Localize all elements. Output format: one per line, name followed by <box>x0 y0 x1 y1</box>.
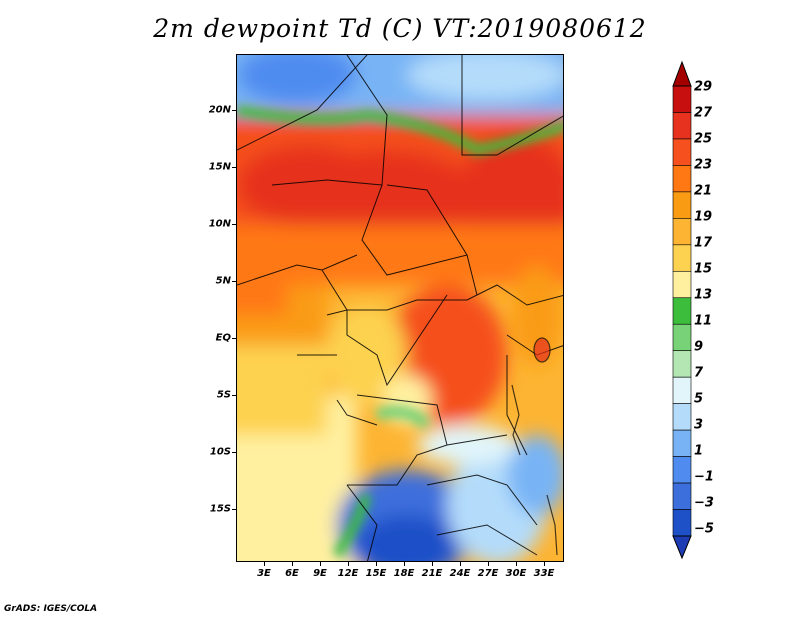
lon-label: 33E <box>533 568 555 579</box>
colorbar-label: 29 <box>694 79 713 95</box>
colorbar-label: −1 <box>694 469 714 485</box>
colorbar-label: 19 <box>694 209 713 225</box>
lat-label: 15N <box>208 161 231 173</box>
lon-tick <box>376 562 377 566</box>
lat-tick <box>232 224 236 225</box>
colorbar-swatch <box>672 482 692 510</box>
colorbar-label: 11 <box>694 313 713 329</box>
dewpoint-field-map <box>237 55 563 561</box>
colorbar-label: 7 <box>694 365 704 381</box>
colorbar-swatch <box>672 165 692 193</box>
colorbar-label: 17 <box>694 235 713 251</box>
lon-tick <box>432 562 433 566</box>
lon-label: 9E <box>313 568 327 579</box>
lat-label: 15S <box>209 503 231 515</box>
colorbar-swatch <box>672 403 692 431</box>
colorbar-swatch <box>672 456 692 484</box>
colorbar-swatch <box>672 138 692 166</box>
colorbar-swatch <box>672 376 692 404</box>
colorbar-label: −3 <box>694 495 714 511</box>
colorbar-swatch <box>672 112 692 140</box>
lat-tick <box>232 452 236 453</box>
lon-tick <box>348 562 349 566</box>
lon-label: 27E <box>477 568 499 579</box>
colorbar-swatch <box>672 297 692 325</box>
lon-tick <box>544 562 545 566</box>
lat-label: 10N <box>208 218 231 230</box>
lat-tick <box>232 110 236 111</box>
colorbar-swatch <box>672 244 692 272</box>
lat-label: 10S <box>209 446 231 458</box>
lat-label: EQ <box>215 332 231 344</box>
colorbar-swatch <box>672 323 692 352</box>
lon-tick <box>404 562 405 566</box>
lon-tick <box>292 562 293 566</box>
credit-text: GrADS: IGES/COLA <box>4 604 98 614</box>
colorbar-label: 13 <box>694 287 713 303</box>
colorbar-label: 5 <box>694 391 704 407</box>
lon-label: 30E <box>505 568 527 579</box>
colorbar-swatch <box>672 509 692 537</box>
lon-tick <box>320 562 321 566</box>
colorbar-swatch <box>672 429 692 457</box>
lon-label: 15E <box>365 568 387 579</box>
colorbar-swatch <box>672 85 692 113</box>
colorbar <box>672 60 692 560</box>
lat-label: 20N <box>208 104 231 116</box>
lon-label: 12E <box>337 568 359 579</box>
colorbar-bottom-arrow <box>672 535 692 560</box>
lat-label: 5S <box>216 389 231 401</box>
colorbar-swatch <box>672 191 692 219</box>
colorbar-swatch <box>672 270 692 299</box>
colorbar-label: 15 <box>694 261 713 277</box>
lon-tick <box>516 562 517 566</box>
chart-title: 2m dewpoint Td (C) VT:2019080612 <box>153 14 647 43</box>
lon-label: 21E <box>421 568 443 579</box>
colorbar-label: 1 <box>694 443 704 459</box>
lon-tick <box>460 562 461 566</box>
lon-tick <box>264 562 265 566</box>
lon-label: 24E <box>449 568 471 579</box>
lat-tick <box>232 509 236 510</box>
colorbar-label: 25 <box>694 131 713 147</box>
map-plot-area <box>236 54 564 562</box>
colorbar-swatch <box>672 350 692 378</box>
lat-tick <box>232 281 236 282</box>
colorbar-label: 21 <box>694 183 713 199</box>
colorbar-label: −5 <box>694 521 714 537</box>
lon-tick <box>488 562 489 566</box>
colorbar-label: 27 <box>694 105 713 121</box>
colorbar-swatch <box>672 218 692 246</box>
lat-tick <box>232 338 236 339</box>
colorbar-top-arrow <box>672 60 692 87</box>
colorbar-label: 9 <box>694 339 704 355</box>
lon-label: 6E <box>285 568 299 579</box>
lat-label: 5N <box>215 275 231 287</box>
lat-tick <box>232 395 236 396</box>
lon-label: 3E <box>257 568 271 579</box>
lon-label: 18E <box>393 568 415 579</box>
colorbar-label: 23 <box>694 157 713 173</box>
colorbar-label: 3 <box>694 417 704 433</box>
lat-tick <box>232 167 236 168</box>
